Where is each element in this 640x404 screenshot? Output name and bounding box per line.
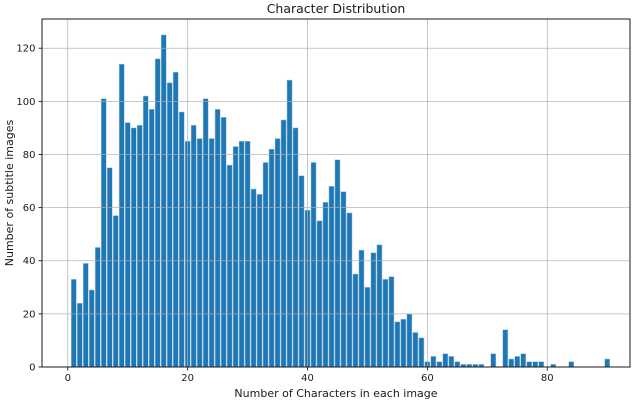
- bar: [262, 162, 269, 368]
- bar: [112, 215, 119, 368]
- y-tick-label: 100: [16, 97, 35, 108]
- bar: [286, 79, 293, 368]
- y-tick-label: 120: [16, 44, 35, 55]
- bar: [238, 140, 245, 368]
- bars-group: [70, 34, 611, 368]
- bar: [322, 202, 329, 368]
- chart-title: Character Distribution: [267, 1, 406, 16]
- bar: [418, 337, 425, 368]
- bar: [226, 164, 233, 368]
- bar: [334, 159, 341, 368]
- bar: [208, 138, 215, 368]
- bar: [412, 332, 419, 368]
- plot-border: [41, 18, 631, 368]
- bar: [430, 356, 437, 368]
- bar: [382, 279, 389, 368]
- bar: [190, 125, 197, 368]
- bar: [214, 109, 221, 368]
- bar: [298, 175, 305, 368]
- bar: [268, 148, 275, 368]
- bar: [148, 109, 155, 368]
- bar: [364, 287, 371, 368]
- ticks-group: 0 20 40 60 80 0 20 40 60 80 100 120: [16, 44, 553, 384]
- bar: [532, 361, 539, 368]
- bar: [448, 356, 455, 368]
- bar: [526, 361, 533, 368]
- bar: [88, 289, 95, 368]
- bar: [568, 361, 575, 368]
- bar: [400, 318, 407, 368]
- bar: [346, 212, 353, 368]
- bar: [274, 138, 281, 368]
- bar: [328, 186, 335, 368]
- bar: [358, 249, 365, 368]
- x-tick-label: 60: [421, 373, 434, 384]
- bar: [394, 321, 401, 368]
- bar: [178, 111, 185, 368]
- bar: [70, 279, 77, 368]
- bar: [130, 127, 137, 368]
- bar: [202, 98, 209, 368]
- x-tick-label: 40: [301, 373, 314, 384]
- y-tick-label: 40: [23, 256, 36, 267]
- bar: [250, 188, 257, 368]
- bar: [490, 353, 497, 368]
- bar: [196, 138, 203, 368]
- x-tick-label: 20: [181, 373, 194, 384]
- bar: [406, 313, 413, 368]
- x-tick-label: 0: [65, 373, 71, 384]
- y-axis-label: Number of subtitle images: [3, 120, 16, 267]
- bar: [154, 58, 161, 368]
- bar: [82, 263, 89, 368]
- bar: [454, 361, 461, 368]
- x-tick-label: 80: [541, 373, 554, 384]
- y-tick-label: 20: [23, 309, 36, 320]
- bar: [340, 191, 347, 368]
- bar: [166, 82, 173, 368]
- bar: [436, 361, 443, 368]
- bar: [136, 125, 143, 368]
- bar: [442, 353, 449, 368]
- y-tick-label: 80: [23, 150, 36, 161]
- bar: [244, 140, 251, 368]
- grid-group: [42, 19, 630, 367]
- bar: [508, 358, 515, 368]
- bar: [232, 146, 239, 368]
- bar: [316, 220, 323, 368]
- bar: [352, 273, 359, 368]
- bar: [514, 356, 521, 368]
- bar: [94, 247, 101, 368]
- bar: [76, 302, 83, 368]
- bar: [106, 167, 113, 368]
- bar: [172, 71, 179, 368]
- bar: [100, 98, 107, 368]
- bar: [310, 162, 317, 368]
- bar: [256, 194, 263, 368]
- bar: [370, 252, 377, 368]
- bar: [502, 329, 509, 368]
- bar: [142, 95, 149, 368]
- bar: [118, 63, 125, 368]
- bar: [388, 276, 395, 368]
- y-tick-label: 0: [29, 363, 35, 374]
- bar: [376, 244, 383, 368]
- bar: [160, 34, 167, 368]
- bar: [520, 353, 527, 368]
- bar: [604, 358, 611, 368]
- bar: [124, 122, 131, 368]
- bar: [538, 361, 545, 368]
- bar: [292, 127, 299, 368]
- bar: [280, 119, 287, 368]
- x-axis-label: Number of Characters in each image: [234, 387, 437, 400]
- y-tick-label: 60: [23, 203, 36, 214]
